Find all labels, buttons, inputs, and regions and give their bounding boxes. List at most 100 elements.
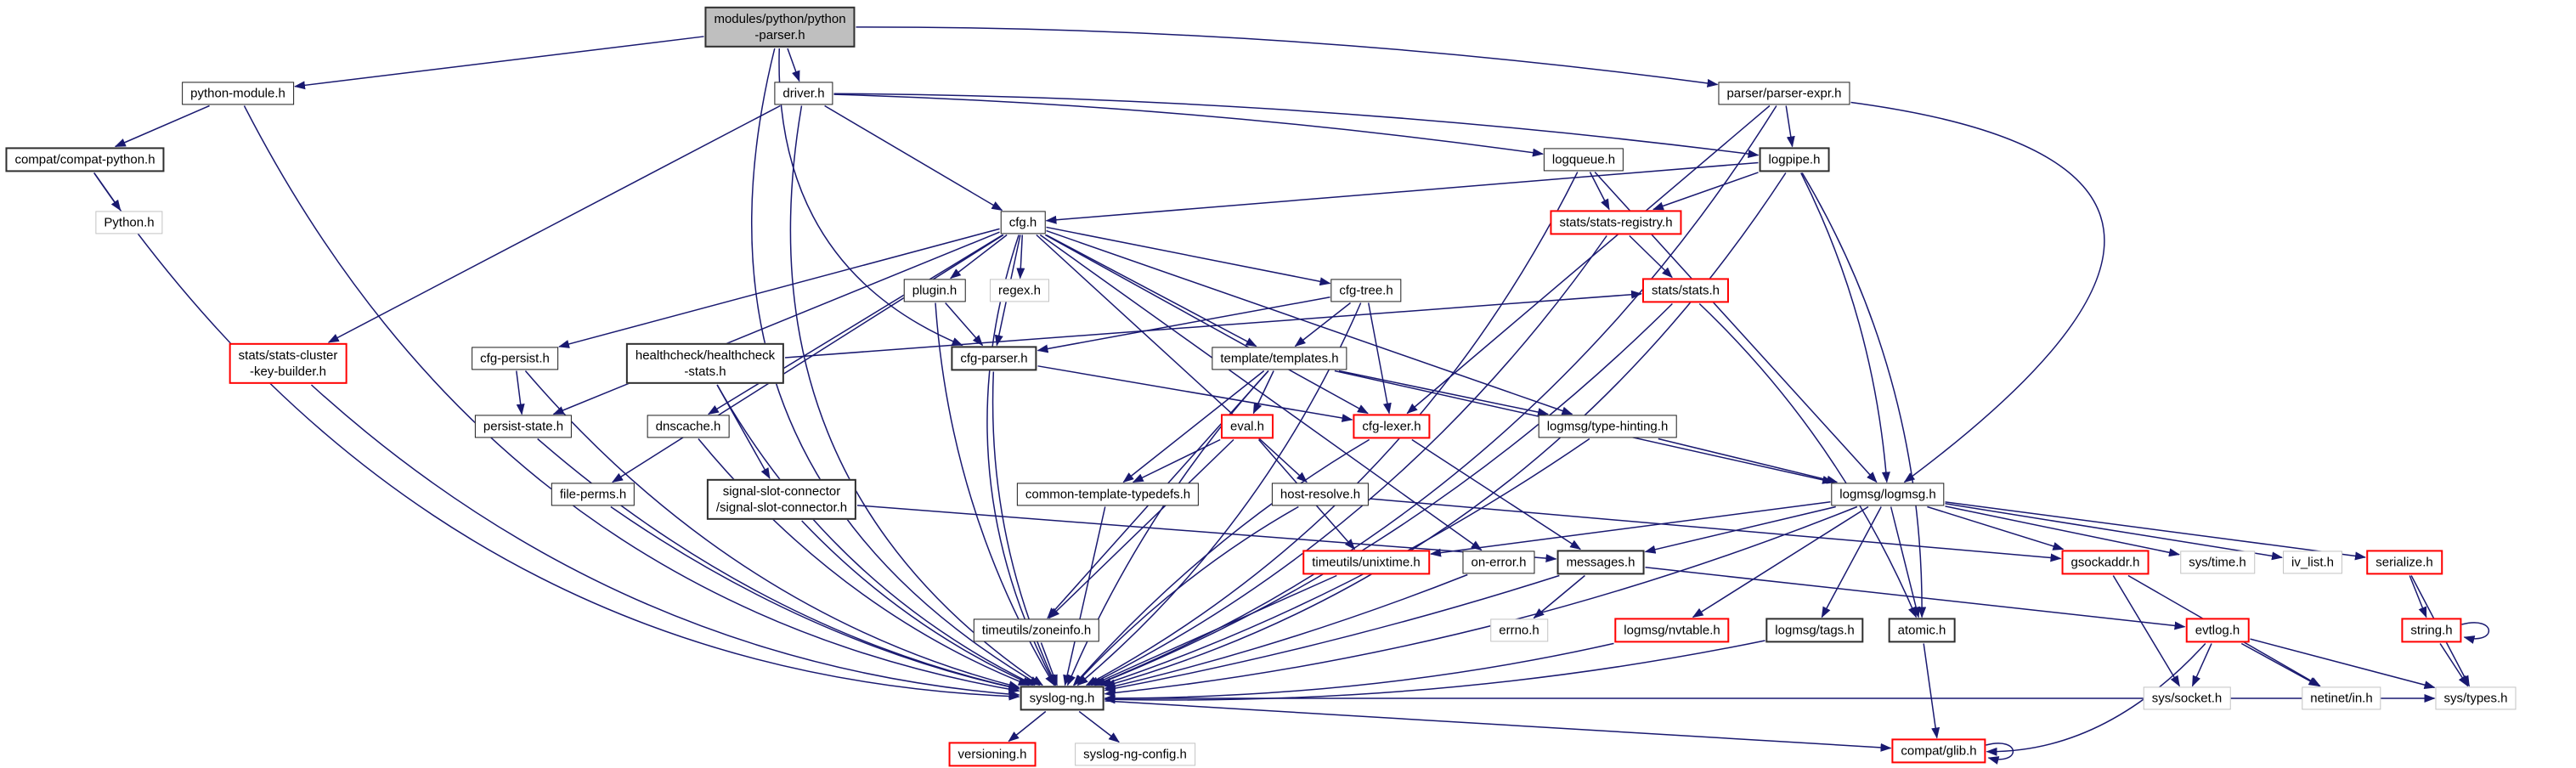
include-edge-plugin-to-cfg-parser: [945, 302, 984, 347]
include-edge-python-parser-to-python-module: [294, 36, 704, 90]
graph-node-iv-list[interactable]: iv_list.h: [2282, 551, 2343, 574]
graph-node-tags[interactable]: logmsg/tags.h: [1765, 618, 1864, 643]
graph-node-serialize[interactable]: serialize.h: [2366, 550, 2443, 575]
include-edge-logmsg-to-messages: [1644, 505, 1836, 554]
include-edge-logmsg-to-gsockaddr: [1927, 505, 2065, 551]
include-edge-cfg-to-host-resolve: [1036, 234, 1308, 483]
include-edge-python-parser-to-driver: [787, 48, 800, 82]
graph-node-cfg[interactable]: cfg.h: [1000, 211, 1046, 234]
include-edge-parser-expr-to-logmsg: [1850, 101, 2105, 483]
include-edge-cfg-to-on-error: [1039, 234, 1483, 551]
include-edge-unixtime-to-syslog-ng: [1090, 574, 1337, 686]
graph-node-templates[interactable]: template/templates.h: [1212, 347, 1347, 370]
include-edge-syslog-ng-to-syslog-ng-config: [1078, 710, 1120, 743]
graph-node-stats[interactable]: stats/stats.h: [1641, 278, 1730, 303]
include-edge-cfg-to-templates: [1046, 234, 1257, 347]
graph-node-plugin[interactable]: plugin.h: [903, 279, 966, 302]
graph-node-on-error[interactable]: on-error.h: [1462, 551, 1535, 574]
include-edge-driver-to-cfg: [824, 104, 1003, 212]
graph-node-host-resolve[interactable]: host-resolve.h: [1271, 483, 1370, 506]
include-edge-logmsg-to-syslog-ng: [1104, 505, 1858, 697]
graph-node-sys-time[interactable]: sys/time.h: [2180, 551, 2255, 574]
include-edge-syslog-ng-to-glib: [1104, 700, 1892, 752]
graph-node-healthcheck-stats[interactable]: healthcheck/healthcheck -stats.h: [625, 342, 785, 385]
graph-node-cfg-lexer[interactable]: cfg-lexer.h: [1353, 414, 1431, 439]
graph-node-logpipe[interactable]: logpipe.h: [1759, 147, 1830, 172]
include-edge-file-perms-to-syslog-ng: [610, 505, 1020, 692]
include-edge-cfg-tree-to-cfg-parser: [1037, 296, 1330, 353]
include-edge-cfg-to-type-hinting: [1046, 229, 1573, 415]
graph-node-sys-socket[interactable]: sys/socket.h: [2143, 686, 2231, 710]
graph-node-file-perms[interactable]: file-perms.h: [551, 483, 636, 506]
include-edge-logmsg-to-iv-list: [1945, 503, 2283, 561]
include-edge-python-parser-to-syslog-ng: [751, 48, 1041, 686]
graph-node-logmsg[interactable]: logmsg/logmsg.h: [1831, 483, 1945, 506]
include-edge-messages-to-syslog-ng: [1104, 574, 1560, 693]
graph-node-netinet-in[interactable]: netinet/in.h: [2302, 686, 2381, 710]
include-edge-evtlog-to-netinet-in: [2240, 642, 2320, 687]
include-edge-driver-to-logpipe: [833, 93, 1760, 159]
graph-node-logqueue[interactable]: logqueue.h: [1543, 148, 1624, 172]
edge-group: [93, 26, 2489, 765]
include-edge-parser-expr-to-cfg-lexer: [1406, 104, 1771, 415]
include-edge-logmsg-to-serialize: [1945, 501, 2366, 561]
graph-node-cfg-tree[interactable]: cfg-tree.h: [1330, 279, 1402, 302]
include-edge-cfg-persist-to-syslog-ng: [524, 370, 1020, 690]
include-edge-nvtable-to-syslog-ng: [1104, 642, 1614, 703]
include-edge-python-parser-to-cfg-parser: [778, 48, 963, 347]
graph-node-gsockaddr[interactable]: gsockaddr.h: [2061, 550, 2149, 575]
include-edge-logpipe-to-logmsg: [1800, 172, 1890, 483]
graph-node-evtlog[interactable]: evtlog.h: [2185, 618, 2250, 643]
graph-node-common-template-typedefs[interactable]: common-template-typedefs.h: [1016, 483, 1200, 506]
graph-node-parser-expr[interactable]: parser/parser-expr.h: [1718, 82, 1850, 105]
graph-node-errno[interactable]: errno.h: [1490, 618, 1548, 642]
include-edge-host-resolve-to-gsockaddr: [1369, 498, 2062, 562]
graph-node-type-hinting[interactable]: logmsg/type-hinting.h: [1538, 415, 1677, 438]
include-edge-templates-to-type-hinting: [1338, 370, 1550, 416]
graph-node-glib[interactable]: compat/glib.h: [1891, 738, 1986, 764]
graph-node-zoneinfo[interactable]: timeutils/zoneinfo.h: [973, 618, 1100, 642]
include-edge-syslog-ng-to-versioning: [1008, 710, 1047, 743]
graph-node-stats-registry[interactable]: stats/stats-registry.h: [1550, 210, 1682, 235]
include-edge-cfg-to-cfg-persist: [558, 228, 1000, 348]
graph-node-driver[interactable]: driver.h: [774, 82, 833, 105]
graph-node-unixtime[interactable]: timeutils/unixtime.h: [1302, 550, 1430, 575]
include-edge-stats-registry-to-syslog-ng: [1087, 235, 1607, 686]
include-edge-logpipe-to-atomic: [1801, 172, 1927, 618]
include-edge-atomic-to-glib: [1923, 643, 1940, 739]
graph-node-regex[interactable]: regex.h: [989, 279, 1050, 302]
graph-node-python-module[interactable]: python-module.h: [182, 82, 294, 105]
include-edge-string-to-string: [2461, 622, 2489, 644]
include-edge-stats-registry-to-stats: [1629, 234, 1673, 279]
include-edge-logmsg-to-atomic: [1890, 506, 1921, 618]
graph-node-signal-slot-connector[interactable]: signal-slot-connector /signal-slot-conne…: [706, 478, 857, 521]
graph-node-nvtable[interactable]: logmsg/nvtable.h: [1614, 618, 1730, 643]
graph-node-cfg-parser[interactable]: cfg-parser.h: [951, 346, 1037, 371]
graph-node-atomic[interactable]: atomic.h: [1888, 618, 1956, 643]
include-edge-string-to-sys-types: [2439, 643, 2469, 687]
graph-node-stats-cluster-key-builder[interactable]: stats/stats-cluster -key-builder.h: [229, 342, 347, 385]
graph-node-syslog-ng-config[interactable]: syslog-ng-config.h: [1075, 743, 1195, 766]
include-edge-templates-to-eval: [1252, 370, 1274, 415]
include-edge-cfg-to-cfg-tree: [1046, 226, 1331, 286]
graph-node-messages[interactable]: messages.h: [1556, 550, 1645, 575]
graph-node-eval[interactable]: eval.h: [1220, 414, 1274, 439]
graph-node-dnscache[interactable]: dnscache.h: [647, 415, 730, 438]
include-edge-signal-slot-connector-to-syslog-ng: [801, 520, 1034, 686]
graph-node-python-parser[interactable]: modules/python/python -parser.h: [704, 6, 856, 48]
graph-node-sys-types[interactable]: sys/types.h: [2435, 686, 2517, 710]
include-edge-logpipe-to-cfg: [1045, 161, 1759, 224]
graph-node-string[interactable]: string.h: [2401, 618, 2462, 643]
include-edge-messages-to-evtlog: [1645, 567, 2186, 630]
graph-node-versioning[interactable]: versioning.h: [948, 742, 1037, 767]
include-edge-healthcheck-stats-to-stats: [784, 290, 1642, 359]
graph-node-compat-python[interactable]: compat/compat-python.h: [5, 147, 165, 172]
graph-node-syslog-ng[interactable]: syslog-ng.h: [1020, 686, 1104, 711]
include-edge-serialize-to-string: [2409, 575, 2427, 618]
graph-node-python-h[interactable]: Python.h: [95, 211, 163, 234]
graph-node-persist-state[interactable]: persist-state.h: [474, 415, 573, 438]
graph-node-cfg-persist[interactable]: cfg-persist.h: [472, 347, 558, 370]
include-edge-cfg-parser-to-cfg-lexer: [1037, 365, 1353, 422]
include-edge-cfg-to-cfg-lexer: [1044, 234, 1369, 415]
